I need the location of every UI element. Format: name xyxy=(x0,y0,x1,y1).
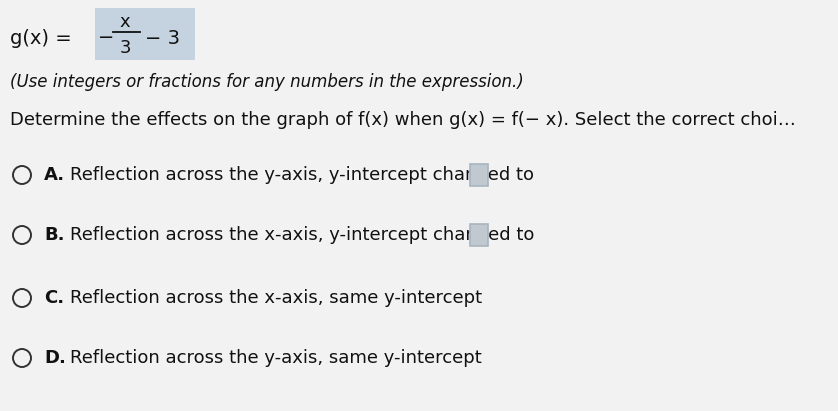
Text: (Use integers or fractions for any numbers in the expression.): (Use integers or fractions for any numbe… xyxy=(10,73,524,91)
Text: C.: C. xyxy=(44,289,65,307)
Text: x: x xyxy=(120,13,131,31)
FancyBboxPatch shape xyxy=(470,224,489,246)
Text: D.: D. xyxy=(44,349,66,367)
FancyBboxPatch shape xyxy=(470,164,489,186)
Text: 3: 3 xyxy=(119,39,131,57)
Text: Reflection across the x-axis, y-intercept changed to: Reflection across the x-axis, y-intercep… xyxy=(70,226,541,244)
Text: Reflection across the y-axis, y-intercept changed to: Reflection across the y-axis, y-intercep… xyxy=(70,166,540,184)
Text: −: − xyxy=(98,28,114,48)
Text: A.: A. xyxy=(44,166,65,184)
Text: Determine the effects on the graph of f(x) when g(x) = f(− x). Select the correc: Determine the effects on the graph of f(… xyxy=(10,111,796,129)
Text: Reflection across the y-axis, same y-intercept: Reflection across the y-axis, same y-int… xyxy=(70,349,482,367)
Text: g(x) =: g(x) = xyxy=(10,28,78,48)
Text: Reflection across the x-axis, same y-intercept: Reflection across the x-axis, same y-int… xyxy=(70,289,482,307)
Text: B.: B. xyxy=(44,226,65,244)
Text: − 3: − 3 xyxy=(145,28,180,48)
FancyBboxPatch shape xyxy=(95,8,195,60)
